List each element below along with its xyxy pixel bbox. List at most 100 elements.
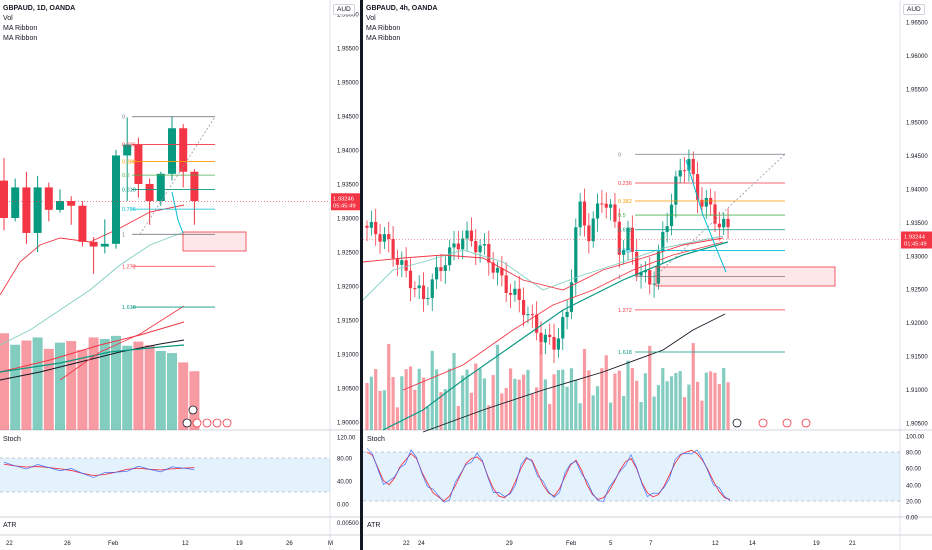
right-stoch-tick: 0.00 [906, 516, 918, 522]
right-volume-bar [669, 376, 674, 430]
right-volume-bar [530, 394, 534, 430]
right-volume-bar [674, 372, 678, 430]
right-fib-label: 1.272 [618, 308, 632, 314]
right-candle-body [408, 270, 413, 289]
left-stoch-tick: 40.00 [337, 480, 353, 486]
left-time-tick: 26 [64, 541, 71, 547]
left-time-tick: 19 [236, 541, 243, 547]
left-fib-label: 1.618 [122, 305, 136, 311]
pane-divider[interactable] [360, 0, 363, 550]
right-volume-bar [487, 405, 491, 430]
right-candle-body [513, 288, 517, 295]
right-candle-body [652, 283, 656, 285]
right-candle-body [465, 230, 469, 239]
left-atr-tick: 0.00500 [337, 521, 359, 527]
left-fib-label: 1 [122, 232, 125, 238]
left-symbol-title: GBPAUD, 1D, OANDA [3, 5, 76, 12]
right-volume-bar [578, 403, 582, 430]
left-candle-body [112, 155, 120, 244]
right-event-icon [782, 418, 792, 428]
left-fib-label: 0 [122, 115, 125, 121]
left-volume-bar [10, 344, 21, 430]
right-candle-body [600, 203, 604, 205]
right-candle-body [421, 285, 426, 300]
right-candle-body [522, 300, 526, 315]
right-candle-body [713, 204, 717, 224]
right-vol-label: Vol [366, 15, 376, 22]
left-atr-title: ATR [3, 522, 17, 529]
right-fib-label: 1 [618, 275, 621, 281]
left-candle-body [168, 128, 176, 174]
right-candle-body [569, 282, 574, 312]
left-chart-canvas[interactable]: 1.96000 1.95500 1.95000 1.94500 1.94000 1.935… [0, 0, 360, 550]
right-volume-bar [682, 397, 687, 430]
left-candle-body [190, 171, 199, 201]
right-chart-pane[interactable]: 1.96500 1.96000 1.95500 1.95000 1.94500 1.940… [363, 0, 932, 550]
right-candle-body [665, 226, 669, 232]
right-candle-body [495, 267, 500, 273]
left-price-tick: 1.91000 [337, 353, 359, 359]
right-time-tick: 5 [609, 541, 613, 547]
right-price-tick: 1.92500 [906, 288, 928, 294]
right-volume-bar [556, 370, 560, 430]
left-event-icon [202, 418, 212, 428]
right-volume-bar [382, 390, 386, 430]
right-candle-body [704, 197, 708, 207]
right-candle-body [696, 174, 700, 200]
right-volume-bar [439, 392, 443, 430]
left-price-tick: 1.92000 [337, 285, 359, 291]
right-candle-body [439, 267, 443, 271]
left-stoch-tick: 120.00 [337, 436, 356, 442]
right-candle-body [487, 244, 491, 263]
right-legend: GBPAUD, 4h, OANDA Vol MA Ribbon MA Ribbo… [366, 4, 437, 44]
left-time-tick: M [328, 541, 333, 547]
left-event-icon [192, 418, 202, 428]
left-price-tick: 1.94000 [337, 149, 359, 155]
right-chart-canvas[interactable]: 1.96500 1.96000 1.95500 1.95000 1.94500 1.940… [363, 0, 932, 550]
right-volume-bar [587, 370, 591, 430]
right-candle-body [691, 159, 695, 175]
right-candle-body [430, 279, 434, 299]
right-candle-body [674, 176, 678, 205]
right-volume-bar [561, 369, 565, 430]
right-candle-body [404, 260, 408, 271]
left-candle-body [67, 201, 76, 206]
right-time-tick: 24 [418, 541, 425, 547]
left-current-price-time: 05:45:49 [333, 203, 356, 209]
right-candle-body [539, 332, 543, 343]
right-volume-bar [604, 355, 608, 430]
right-volume-bar [678, 371, 682, 430]
left-event-icon-top [188, 405, 198, 415]
left-candle-body [22, 187, 31, 233]
right-candle-body [687, 159, 691, 171]
left-chart-pane[interactable]: 1.96000 1.95500 1.95000 1.94500 1.94000 1.935… [0, 0, 360, 550]
right-volume-bar [517, 379, 521, 430]
right-price-tick: 1.95000 [906, 121, 928, 127]
left-stoch-d [3, 461, 195, 478]
left-volume-bar [99, 339, 110, 430]
right-time-tick: 21 [849, 541, 856, 547]
right-volume-bar [565, 386, 569, 430]
left-candle-body [179, 128, 188, 172]
right-candle-body [413, 288, 417, 290]
right-candle-body [426, 298, 430, 300]
left-ma-ribbon-2: MA Ribbon [3, 35, 38, 42]
right-volume-bar [639, 401, 643, 430]
right-volume-bar [665, 381, 669, 430]
left-stoch-title: Stoch [3, 436, 21, 443]
left-currency-badge[interactable]: AUD [333, 4, 355, 15]
right-currency-badge[interactable]: AUD [903, 4, 925, 15]
right-candle-body [648, 270, 652, 285]
left-price-tick: 1.92500 [337, 251, 359, 257]
right-volume-bar [543, 379, 547, 430]
right-candle-body [443, 265, 447, 271]
right-time-tick: 7 [649, 541, 653, 547]
right-volume-bar [691, 343, 695, 430]
left-projection-path [171, 191, 184, 234]
right-volume-bar [395, 407, 400, 430]
left-volume-bar [66, 341, 77, 430]
left-candle-body [145, 184, 154, 201]
left-ma-teal [0, 231, 185, 346]
right-candle-body [478, 245, 482, 253]
left-fib-label: 0.786 [122, 207, 136, 213]
